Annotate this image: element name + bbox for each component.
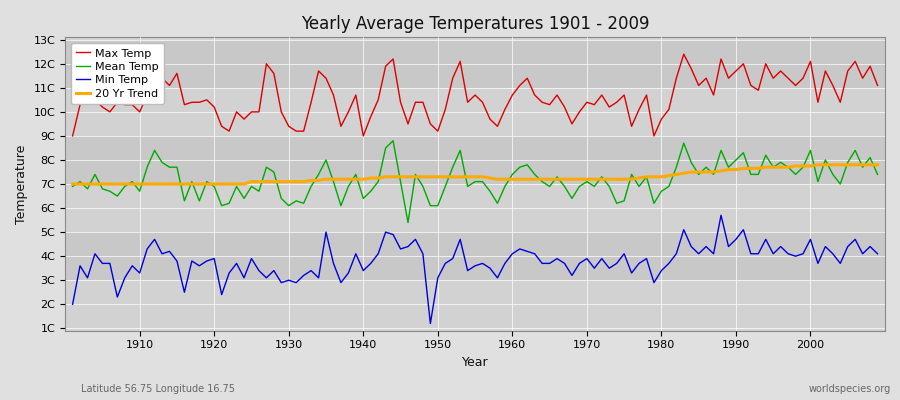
Line: Min Temp: Min Temp — [73, 215, 878, 324]
20 Yr Trend — [68, 182, 78, 186]
Max Temp — [291, 129, 302, 134]
Min Temp — [68, 302, 78, 307]
Line: Max Temp: Max Temp — [73, 54, 878, 136]
20 Yr Trend — [813, 162, 824, 167]
Max Temp — [597, 93, 608, 98]
Mean Temp — [68, 184, 78, 189]
Max Temp — [127, 102, 138, 107]
Line: 20 Yr Trend: 20 Yr Trend — [73, 165, 878, 184]
Min Temp — [872, 251, 883, 256]
Bar — [65, 184, 885, 232]
20 Yr Trend — [507, 177, 517, 182]
Mean Temp — [611, 201, 622, 206]
Max Temp — [679, 52, 689, 56]
Bar — [65, 88, 885, 136]
Mean Temp — [872, 172, 883, 177]
Title: Yearly Average Temperatures 1901 - 2009: Yearly Average Temperatures 1901 - 2009 — [301, 15, 649, 33]
Mean Temp — [402, 220, 413, 225]
Min Temp — [291, 280, 302, 285]
Line: Mean Temp: Mean Temp — [73, 141, 878, 222]
Mean Temp — [515, 165, 526, 170]
Min Temp — [716, 213, 726, 218]
Mean Temp — [522, 162, 533, 167]
20 Yr Trend — [336, 177, 346, 182]
Min Temp — [336, 280, 346, 285]
20 Yr Trend — [127, 182, 138, 186]
Text: Latitude 56.75 Longitude 16.75: Latitude 56.75 Longitude 16.75 — [81, 384, 235, 394]
Bar — [65, 280, 885, 328]
Mean Temp — [388, 138, 399, 143]
Bar — [65, 232, 885, 280]
Mean Temp — [336, 203, 346, 208]
Min Temp — [507, 251, 517, 256]
20 Yr Trend — [597, 177, 608, 182]
Mean Temp — [291, 198, 302, 203]
Min Temp — [425, 321, 436, 326]
Max Temp — [500, 107, 510, 112]
Min Temp — [604, 266, 615, 270]
Legend: Max Temp, Mean Temp, Min Temp, 20 Yr Trend: Max Temp, Mean Temp, Min Temp, 20 Yr Tre… — [71, 43, 165, 104]
Text: worldspecies.org: worldspecies.org — [809, 384, 891, 394]
X-axis label: Year: Year — [462, 356, 489, 369]
20 Yr Trend — [872, 162, 883, 167]
Mean Temp — [127, 179, 138, 184]
Max Temp — [68, 134, 78, 138]
Bar — [65, 136, 885, 184]
Max Temp — [507, 93, 517, 98]
Min Temp — [127, 263, 138, 268]
Y-axis label: Temperature: Temperature — [15, 144, 28, 224]
Max Temp — [336, 124, 346, 129]
20 Yr Trend — [500, 177, 510, 182]
20 Yr Trend — [291, 179, 302, 184]
Max Temp — [872, 83, 883, 88]
Bar — [65, 40, 885, 88]
Min Temp — [515, 246, 526, 251]
